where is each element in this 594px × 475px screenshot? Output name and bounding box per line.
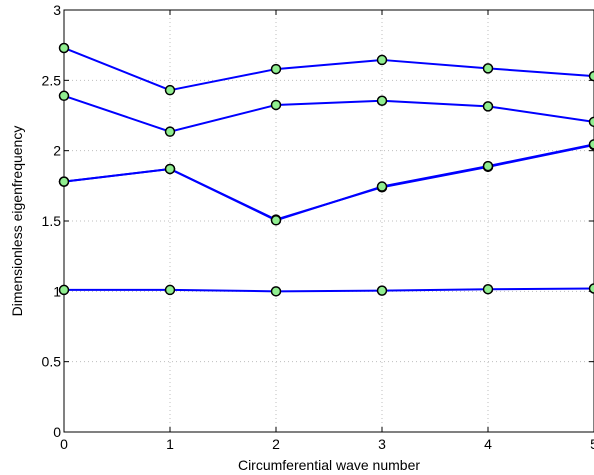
data-point <box>58 284 70 296</box>
x-tick-label: 5 <box>590 436 594 452</box>
series-1 <box>58 283 594 297</box>
data-point <box>164 126 176 137</box>
x-tick-label: 0 <box>60 436 68 452</box>
x-tick-label: 3 <box>378 436 386 452</box>
y-tick-label: 1 <box>53 283 61 299</box>
y-tick-label: 3 <box>53 2 61 18</box>
data-point <box>482 63 494 74</box>
x-axis-label: Circumferential wave number <box>238 457 420 473</box>
data-point <box>58 176 70 187</box>
data-point <box>164 84 176 96</box>
data-point <box>270 215 282 226</box>
y-axis-label: Dimensionless eigenfrequency <box>9 126 25 317</box>
series-line <box>63 94 594 133</box>
series-line <box>64 287 594 293</box>
data-point <box>58 42 70 54</box>
x-tick-label: 1 <box>166 436 174 452</box>
data-point <box>588 283 594 294</box>
data-point <box>482 283 494 295</box>
series-line <box>63 143 594 222</box>
data-point <box>588 70 594 82</box>
series-3 <box>58 139 594 226</box>
x-tick-label: 2 <box>272 436 280 452</box>
data-point <box>376 95 388 106</box>
data-point <box>376 285 388 296</box>
series <box>58 42 594 297</box>
y-tick-label: 2 <box>53 143 61 159</box>
y-tick-label: 0 <box>53 424 61 440</box>
y-tick-label: 0.5 <box>42 354 62 370</box>
data-point <box>376 54 388 66</box>
data-point <box>270 63 282 75</box>
series-4 <box>58 90 594 137</box>
y-tick-label: 2.5 <box>42 72 62 88</box>
data-point <box>588 116 594 128</box>
data-point <box>588 139 594 150</box>
data-point <box>482 101 494 112</box>
series-5 <box>58 42 594 96</box>
data-point <box>376 181 388 192</box>
data-point <box>270 99 282 111</box>
data-point <box>164 284 176 296</box>
x-tick-label: 4 <box>484 436 492 452</box>
y-tick-label: 1.5 <box>42 213 62 229</box>
data-point <box>270 286 282 297</box>
series-line <box>63 47 594 92</box>
data-point <box>164 163 176 175</box>
data-point <box>482 160 494 172</box>
data-point <box>58 90 70 102</box>
